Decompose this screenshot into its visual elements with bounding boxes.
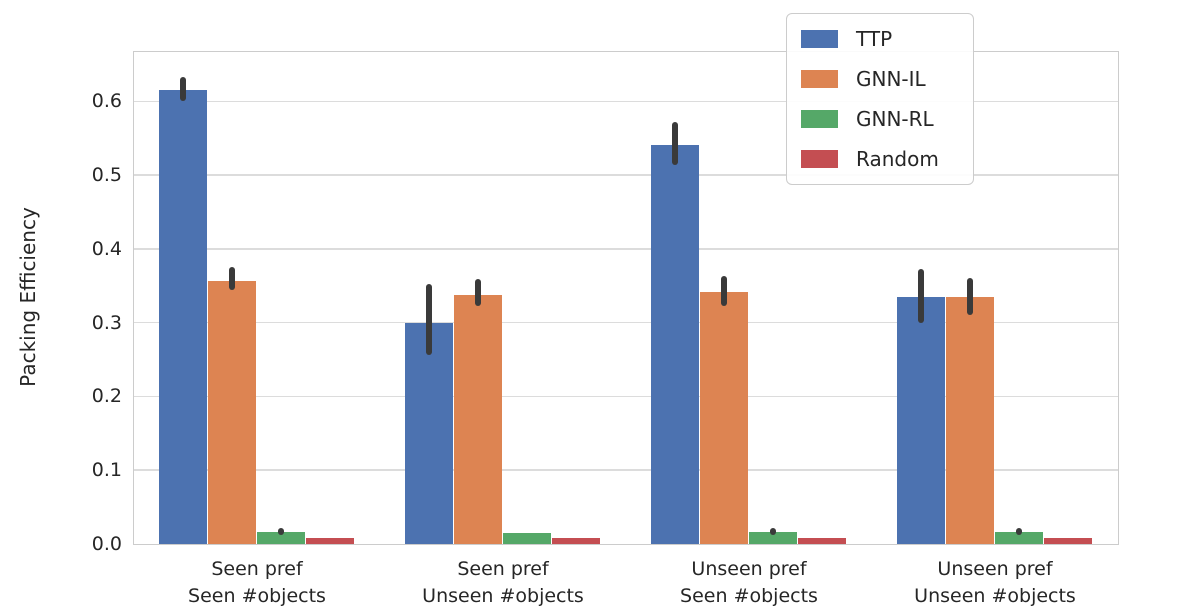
- y-axis-label: Packing Efficiency: [16, 207, 40, 387]
- bar-gnn-il-group3: [699, 291, 748, 544]
- bar-gnn-rl-group3: [749, 532, 798, 544]
- errorbar-gnn-rl-group4: [1016, 527, 1023, 536]
- y-tick-label: 0.1: [91, 459, 122, 482]
- x-tick-label-seen-pref-unseen-objects: Seen pref Unseen #objects: [422, 558, 584, 607]
- bar-ttp-group3: [650, 144, 699, 544]
- y-tick-label: 0.2: [91, 385, 122, 408]
- bar-gnn-il-group4: [945, 296, 994, 544]
- legend-item-gnn-il: GNN-IL: [801, 67, 959, 91]
- y-tick-label: 0.3: [91, 311, 122, 334]
- legend-label-gnn-il: GNN-IL: [856, 67, 926, 91]
- x-tick-label-unseen-pref-unseen-objects: Unseen pref Unseen #objects: [914, 558, 1076, 607]
- bar-gnn-il-group2: [453, 295, 502, 544]
- errorbar-ttp-group4: [917, 268, 924, 324]
- errorbar-gnn-il-group4: [966, 277, 973, 315]
- errorbar-ttp-group2: [425, 283, 432, 356]
- legend-label-gnn-rl: GNN-RL: [856, 107, 934, 131]
- gridline: [134, 100, 1118, 103]
- y-tick-label: 0.4: [91, 237, 122, 260]
- legend-label-ttp: TTP: [856, 27, 893, 51]
- errorbar-ttp-group1: [179, 77, 186, 102]
- legend-swatch-gnn-il: [801, 70, 838, 88]
- bar-ttp-group1: [158, 90, 207, 544]
- bar-random-group3: [798, 538, 847, 544]
- legend: TTP GNN-IL GNN-RL Random: [786, 13, 974, 185]
- y-tick-label: 0.6: [91, 90, 122, 113]
- legend-swatch-ttp: [801, 30, 838, 48]
- errorbar-gnn-il-group1: [228, 266, 235, 291]
- errorbar-gnn-rl-group3: [770, 527, 777, 536]
- legend-swatch-random: [801, 150, 838, 168]
- errorbar-gnn-rl-group1: [278, 527, 285, 536]
- bar-random-group4: [1044, 538, 1093, 544]
- gridline: [134, 174, 1118, 176]
- errorbar-gnn-il-group2: [474, 278, 481, 306]
- bar-gnn-rl-group4: [995, 532, 1044, 544]
- errorbar-gnn-il-group3: [720, 275, 727, 306]
- bar-gnn-il-group1: [207, 281, 256, 544]
- bar-gnn-rl-group2: [503, 532, 552, 544]
- x-tick-label-seen-pref-seen-objects: Seen pref Seen #objects: [188, 558, 326, 607]
- legend-item-ttp: TTP: [801, 27, 959, 51]
- legend-item-gnn-rl: GNN-RL: [801, 107, 959, 131]
- bar-random-group1: [306, 538, 355, 544]
- bar-ttp-group4: [896, 296, 945, 544]
- x-tick-label-unseen-pref-seen-objects: Unseen pref Seen #objects: [680, 558, 818, 607]
- gridline: [134, 395, 1118, 398]
- y-tick-label: 0.0: [91, 533, 122, 555]
- y-tick-label: 0.5: [91, 164, 122, 187]
- errorbar-ttp-group3: [671, 122, 678, 165]
- gridline: [134, 321, 1118, 324]
- gridline: [134, 469, 1118, 471]
- bar-ttp-group2: [404, 323, 453, 544]
- bar-gnn-rl-group1: [257, 531, 306, 544]
- legend-item-random: Random: [801, 147, 959, 171]
- legend-swatch-gnn-rl: [801, 110, 838, 128]
- bar-random-group2: [552, 538, 601, 544]
- gridline: [134, 248, 1118, 250]
- legend-label-random: Random: [856, 147, 939, 171]
